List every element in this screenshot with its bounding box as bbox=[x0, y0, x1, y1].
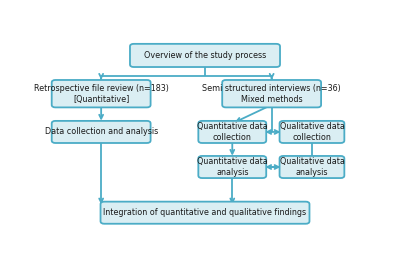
Text: Qualitative data
collection: Qualitative data collection bbox=[280, 122, 344, 142]
FancyBboxPatch shape bbox=[198, 121, 266, 143]
FancyBboxPatch shape bbox=[280, 121, 344, 143]
FancyBboxPatch shape bbox=[130, 44, 280, 67]
Text: Overview of the study process: Overview of the study process bbox=[144, 51, 266, 60]
Text: Data collection and analysis: Data collection and analysis bbox=[44, 128, 158, 136]
FancyBboxPatch shape bbox=[280, 156, 344, 178]
Text: Integration of quantitative and qualitative findings: Integration of quantitative and qualitat… bbox=[104, 208, 306, 217]
Text: Retrospective file review (n=183)
[Quantitative]: Retrospective file review (n=183) [Quant… bbox=[34, 84, 168, 104]
FancyBboxPatch shape bbox=[198, 156, 266, 178]
Text: Quantitative data
collection: Quantitative data collection bbox=[197, 122, 268, 142]
Text: Quantitative data
analysis: Quantitative data analysis bbox=[197, 157, 268, 177]
Text: Qualitative data
analysis: Qualitative data analysis bbox=[280, 157, 344, 177]
FancyBboxPatch shape bbox=[52, 80, 150, 107]
FancyBboxPatch shape bbox=[52, 121, 150, 143]
Text: Semi structured interviews (n=36)
Mixed methods: Semi structured interviews (n=36) Mixed … bbox=[202, 84, 341, 104]
FancyBboxPatch shape bbox=[100, 202, 310, 224]
FancyBboxPatch shape bbox=[222, 80, 321, 107]
